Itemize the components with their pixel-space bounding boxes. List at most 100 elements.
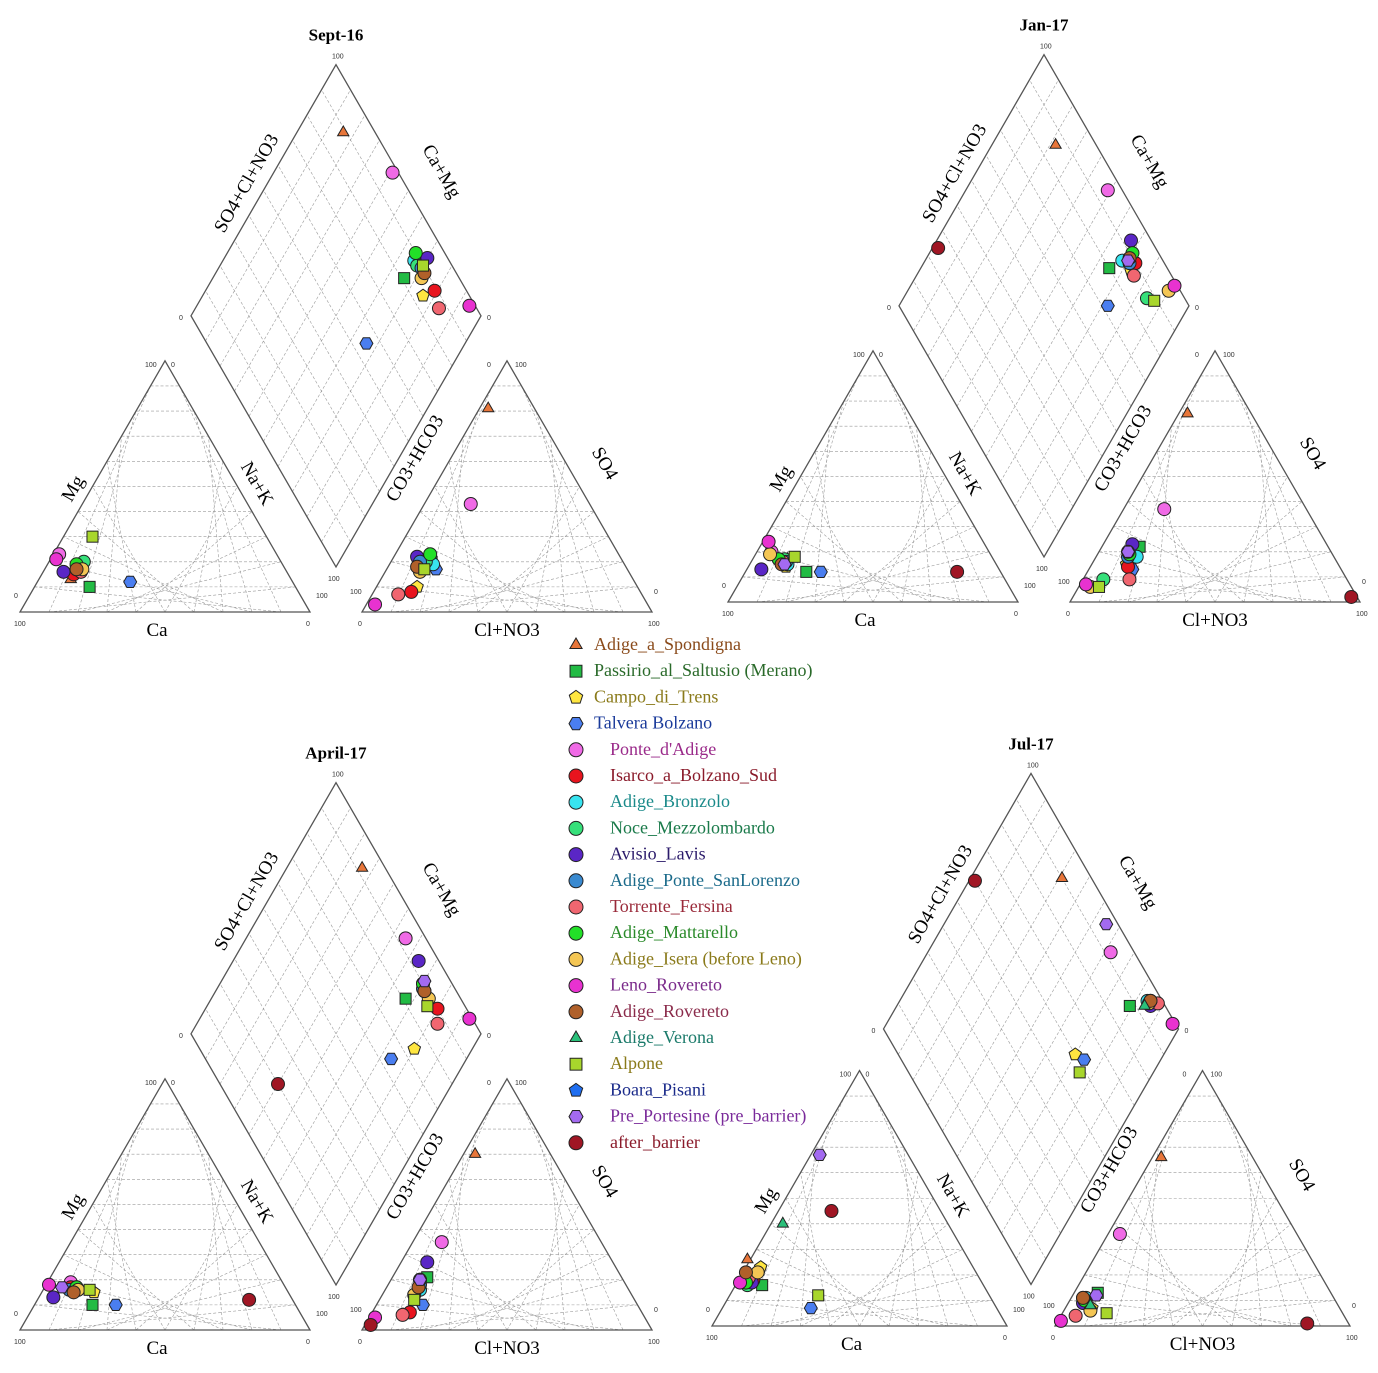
legend-item: Passirio_al_Saltusio (Merano) xyxy=(569,660,812,681)
point-adige-rovereto-cation xyxy=(69,562,84,577)
point-alpone-diamond xyxy=(1148,294,1161,307)
point-ponte-d-adige-diamond xyxy=(385,165,400,180)
axis-label-so4: SO4 xyxy=(587,1162,622,1202)
point-pre-portesine-pre-barrier-anion xyxy=(412,1273,428,1286)
tick-label: 100 xyxy=(840,1072,852,1079)
point-pre-portesine-pre-barrier-cation xyxy=(54,1281,70,1294)
point-talvera-bolzano-cation xyxy=(813,565,828,578)
tick-label: 0 xyxy=(1066,611,1070,618)
legend-item: Leno_Rovereto xyxy=(568,975,722,995)
axis-label-cl-no3: Cl+NO3 xyxy=(1182,610,1248,631)
point-ponte-d-adige-diamond xyxy=(1103,945,1118,960)
point-talvera-bolzano-cation xyxy=(108,1298,123,1311)
axis-label-na-k: Na+K xyxy=(944,448,986,499)
tick-label: 100 xyxy=(853,352,865,359)
point-avisio-lavis-cation xyxy=(754,562,769,577)
point-adige-verona-cation xyxy=(776,1216,790,1228)
legend-label: Leno_Rovereto xyxy=(610,975,722,995)
legend-item: Noce_Mezzolombardo xyxy=(568,817,775,837)
point-ponte-d-adige-anion xyxy=(1157,502,1172,517)
point-adige-rovereto-cation xyxy=(738,1265,753,1280)
tick-label: 0 xyxy=(171,1080,175,1087)
data-points xyxy=(42,860,482,1332)
legend-label: Adige_Isera (before Leno) xyxy=(610,948,802,969)
point-adige-rovereto-anion xyxy=(1076,1290,1091,1305)
cation-triangle xyxy=(710,1069,1009,1327)
legend-item: Adige_Rovereto xyxy=(568,1001,729,1021)
tick-label: 0 xyxy=(879,352,883,359)
tick-label: 0 xyxy=(358,621,362,628)
point-passirio-al-saltusio-merano-cation xyxy=(83,580,96,593)
point-after-barrier-diamond xyxy=(931,241,946,256)
tick-label: 100 xyxy=(332,54,344,61)
tick-label: 0 xyxy=(171,362,175,369)
axis-label-ca-mg: Ca+Mg xyxy=(418,859,466,920)
tick-label: 100 xyxy=(648,1339,660,1346)
legend-label: Torrente_Fersina xyxy=(610,896,733,916)
point-campo-di-trens-diamond xyxy=(407,1041,422,1055)
point-leno-rovereto-cation xyxy=(49,552,64,567)
point-pre-portesine-pre-barrier-diamond xyxy=(1121,254,1136,267)
tick-label: 100 xyxy=(1036,566,1048,573)
point-alpone-cation xyxy=(788,550,801,563)
legend-label: Passirio_al_Saltusio (Merano) xyxy=(594,660,812,681)
tick-label: 0 xyxy=(179,315,183,322)
axis-label-so4: SO4 xyxy=(587,444,622,484)
axis-label-na-k: Na+K xyxy=(932,1170,974,1221)
point-ponte-d-adige-anion xyxy=(1112,1227,1127,1242)
point-after-barrier-cation xyxy=(950,564,965,579)
legend-item: after_barrier xyxy=(568,1132,700,1152)
legend-marker xyxy=(568,794,584,810)
legend-label: Boara_Pisani xyxy=(610,1079,706,1099)
legend-item: Alpone xyxy=(569,1053,663,1073)
point-after-barrier-diamond xyxy=(967,873,982,888)
legend-marker xyxy=(568,820,584,836)
tick-label: 0 xyxy=(654,1307,658,1314)
tick-label: 100 xyxy=(706,1335,718,1342)
tick-label: 100 xyxy=(1027,762,1039,769)
tick-label: 0 xyxy=(306,621,310,628)
legend-marker xyxy=(569,1030,583,1042)
legend-label: Adige_Verona xyxy=(610,1027,714,1047)
legend-item: Campo_di_Trens xyxy=(568,686,718,706)
axis-label-co3-hco3: CO3+HCO3 xyxy=(382,412,448,506)
tick-label: 100 xyxy=(14,1339,26,1346)
point-torrente-fersina-anion xyxy=(391,587,406,602)
tick-label: 0 xyxy=(487,1080,491,1087)
point-adige-a-spondigna-anion xyxy=(1180,406,1194,418)
legend-item: Adige_Mattarello xyxy=(568,922,738,942)
point-adige-a-spondigna-anion xyxy=(481,401,495,413)
tick-label: 0 xyxy=(1003,1335,1007,1342)
point-torrente-fersina-anion xyxy=(395,1307,410,1322)
axis-label-so4: SO4 xyxy=(1295,434,1330,474)
legend-item: Adige_Verona xyxy=(569,1027,714,1047)
tick-label: 0 xyxy=(487,315,491,322)
diamond-field xyxy=(898,53,1190,559)
tick-label: 100 xyxy=(648,621,660,628)
point-torrente-fersina-diamond xyxy=(431,301,446,316)
axis-label-ca-mg: Ca+Mg xyxy=(418,141,466,202)
point-pre-portesine-pre-barrier-diamond xyxy=(417,974,432,988)
point-leno-rovereto-diamond xyxy=(1165,1016,1180,1031)
legend-item: Adige_a_Spondigna xyxy=(569,634,741,654)
tick-label: 0 xyxy=(1195,352,1199,359)
point-avisio-lavis-anion xyxy=(420,1255,435,1270)
tick-label: 0 xyxy=(487,1033,491,1040)
tick-label: 100 xyxy=(1211,1072,1223,1079)
point-pre-portesine-pre-barrier-anion xyxy=(1120,545,1136,558)
point-ponte-d-adige-diamond xyxy=(1100,183,1115,198)
tick-label: 0 xyxy=(1183,1072,1187,1079)
tick-label: 100 xyxy=(350,589,362,596)
legend-marker xyxy=(568,873,584,889)
legend-label: Adige_Mattarello xyxy=(610,922,738,942)
legend-item: Avisio_Lavis xyxy=(568,844,706,864)
cation-triangle xyxy=(18,359,312,613)
axis-label-co3-hco3: CO3+HCO3 xyxy=(1076,1123,1142,1217)
legend-marker xyxy=(568,847,584,863)
axis-label-na-k: Na+K xyxy=(236,458,278,509)
point-leno-rovereto-diamond xyxy=(1167,278,1182,293)
tick-label: 100 xyxy=(350,1307,362,1314)
point-leno-rovereto-cation xyxy=(42,1277,56,1292)
legend-marker xyxy=(568,978,584,994)
